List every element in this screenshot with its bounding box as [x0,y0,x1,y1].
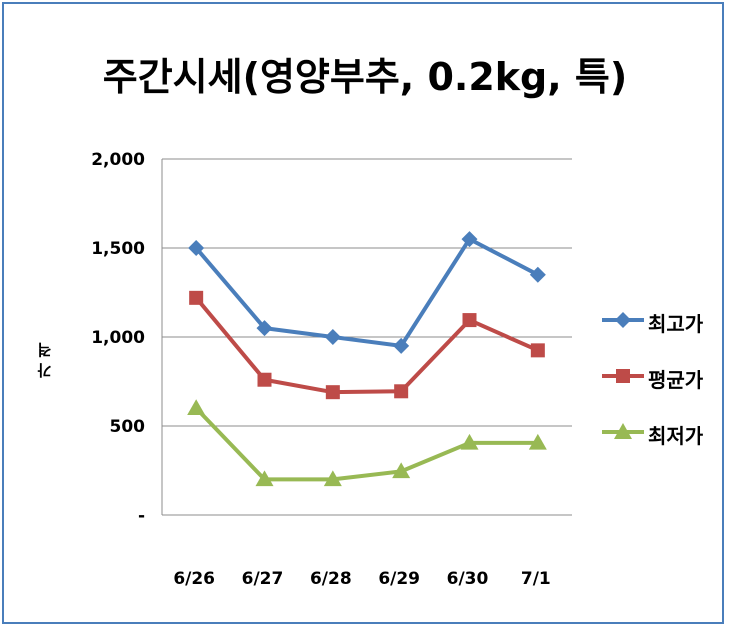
x-tick-label: 6/28 [310,569,352,589]
chart-title: 주간시세(영양부추, 0.2kg, 특) [102,55,628,99]
data-point [530,343,545,358]
data-point [325,385,340,400]
x-tick-label: 6/27 [242,569,284,589]
legend-item: 최고가 [600,300,725,356]
data-point [461,231,478,248]
legend-label: 최저가 [648,424,704,448]
legend-swatch [602,312,644,328]
legend-swatch [602,423,644,439]
x-tick-label: 6/30 [447,569,489,589]
data-point [189,290,204,305]
data-point [460,433,479,450]
data-point [393,337,410,354]
data-point [462,313,477,328]
data-point [529,266,546,283]
x-tick-label: 7/1 [521,569,551,589]
data-point [257,372,272,387]
data-point [323,470,342,487]
series-line [194,237,539,348]
x-tick-label: 6/29 [378,569,420,589]
legend-label: 최고가 [648,312,704,336]
y-tick-label: 2,000 [91,150,145,170]
data-point [392,462,411,479]
legend-swatch [602,369,644,383]
y-tick-label: 1,500 [91,239,145,259]
legend-label: 평균가 [648,368,704,392]
y-tick-label: 500 [110,417,146,437]
data-point [255,470,274,487]
data-point [188,240,205,256]
y-tick-label: - [138,506,145,526]
legend-item: 최저가 [600,412,725,468]
data-point [187,399,206,415]
y-tick-label: 1,000 [91,328,145,348]
data-point [528,433,547,450]
data-point [324,329,341,345]
chart-frame [2,2,724,624]
series-line [194,296,539,395]
legend-item: 평균가 [600,356,725,412]
data-point [394,384,409,399]
x-tick-label: 6/26 [173,569,215,589]
data-point [256,320,273,337]
series-line [194,406,538,482]
